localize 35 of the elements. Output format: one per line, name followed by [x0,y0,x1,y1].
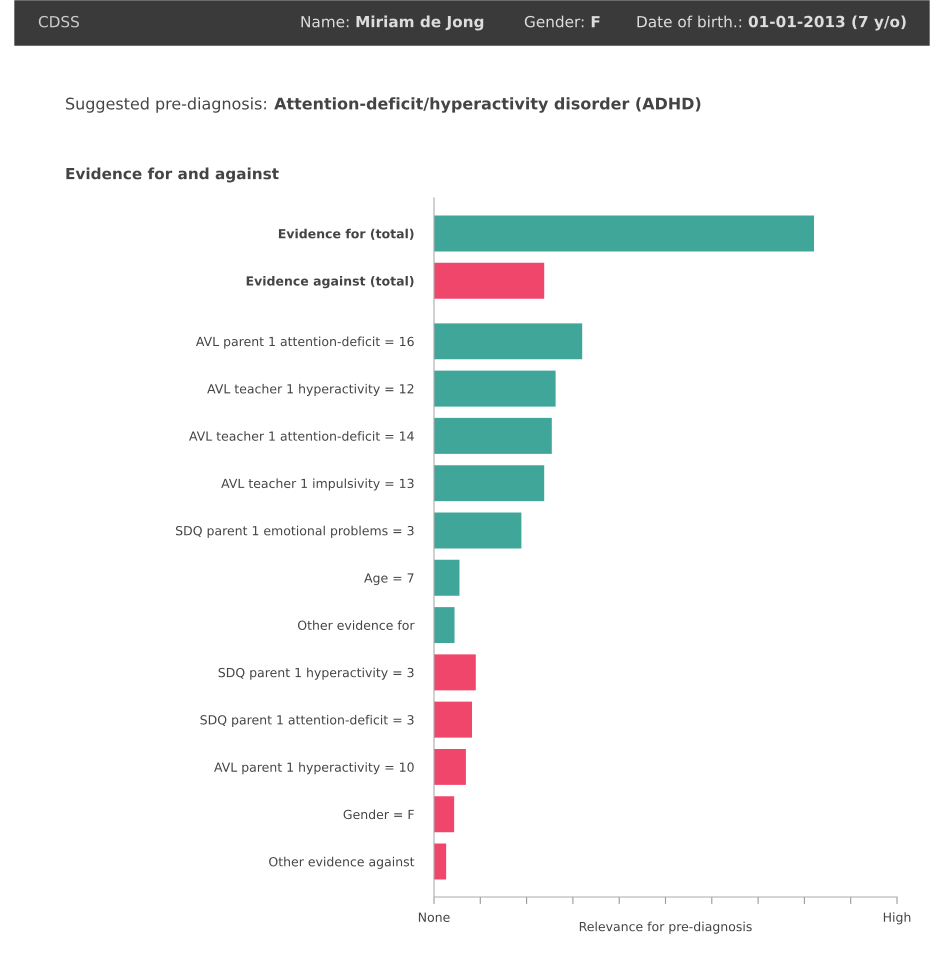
y-tick-label: AVL teacher 1 attention-deficit = 14 [189,431,414,441]
y-tick-label: AVL parent 1 attention-deficit = 16 [196,336,414,349]
bar [434,702,472,738]
text: None [418,912,450,922]
y-tick-label: SDQ parent 1 emotional problems = 3 [176,526,414,538]
bar [434,418,552,454]
y-tick-label: Gender = F [344,809,414,820]
x-axis-title: Relevance for pre-diagnosis [580,922,752,934]
bar [434,607,455,644]
bar [434,465,544,502]
y-tick-label: AVL parent 1 hyperactivity = 10 [214,762,414,774]
y-tick-label: SDQ parent 1 attention-deficit = 3 [200,714,414,727]
bar [434,323,582,360]
bar [434,844,446,880]
text: Name: Miriam de Jong [302,16,484,30]
text: Date of birth.: 01-01-2013 (7 y/o) [638,16,906,30]
text: CDSS [38,16,79,28]
y-tick-label: Evidence for (total) [278,228,414,240]
bar [434,796,454,832]
bar [434,512,522,548]
y-tick-label: AVL teacher 1 hyperactivity = 12 [207,384,414,396]
bar [434,560,460,596]
bar [434,748,466,785]
bar [434,654,476,690]
y-tick-label: Other evidence for [298,620,415,630]
text: Gender: F [524,16,600,28]
bar [434,370,556,407]
y-tick-label: Evidence against (total) [246,276,414,288]
y-tick-label: Age = 7 [364,573,414,586]
text: High [884,912,910,924]
y-tick-label: AVL teacher 1 impulsivity = 13 [221,478,414,491]
chart-title: Suggested pre-diagnosis: Attention-deficit/hyperactivity disorder (ADHD) [66,97,700,113]
text: Evidence for and against [66,168,279,182]
y-tick-label: SDQ parent 1 hyperactivity = 3 [218,668,414,680]
y-tick-label: Other evidence against [269,856,414,869]
